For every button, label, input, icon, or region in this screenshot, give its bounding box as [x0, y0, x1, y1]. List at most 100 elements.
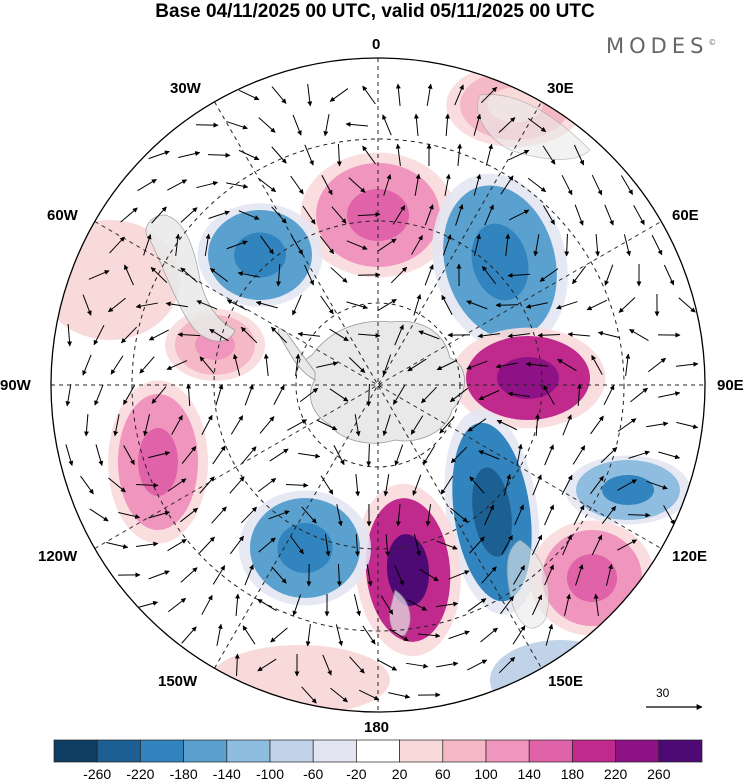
wind-arrow	[532, 474, 542, 496]
wind-arrow	[290, 175, 304, 195]
wind-arrow	[473, 233, 481, 256]
colorbar-swatch	[356, 739, 400, 763]
wind-arrow	[238, 210, 260, 220]
wind-arrow	[442, 234, 452, 256]
wind-arrow	[366, 443, 372, 467]
wind-arrow	[322, 654, 332, 676]
new-zealand	[389, 589, 411, 637]
wind-arrow	[484, 504, 494, 526]
wind-arrow	[186, 383, 192, 407]
wind-arrow	[196, 180, 219, 189]
anomaly-core-neg-110E	[602, 475, 654, 505]
wind-arrow	[65, 384, 72, 407]
wind-arrow	[508, 209, 530, 221]
wind-arrow	[301, 506, 317, 524]
wind-arrow	[663, 264, 675, 286]
wind-arrow	[109, 236, 125, 254]
wind-arrow	[257, 598, 277, 612]
wind-arrow	[124, 264, 134, 286]
colorbar-swatch	[226, 739, 271, 763]
wind-arrow	[316, 361, 339, 368]
wind-arrow	[407, 599, 428, 611]
wind-arrow	[276, 263, 282, 287]
wind-arrow	[258, 117, 276, 133]
wind-arrow	[630, 387, 648, 403]
landmass	[145, 94, 591, 637]
brand-logo: MODES©	[606, 34, 717, 58]
wind-arrow	[537, 332, 561, 338]
south-america	[145, 214, 236, 342]
wind-arrow	[204, 233, 211, 256]
wind-arrow	[167, 179, 188, 191]
wind-arrow	[676, 361, 699, 367]
wind-arrow	[137, 178, 157, 192]
wind-arrow	[436, 359, 458, 371]
wind-arrow	[319, 236, 335, 255]
wind-arrow	[257, 658, 277, 672]
wind-arrow	[241, 446, 257, 464]
lon-label-60e: 60E	[672, 207, 699, 224]
wind-arrow	[255, 300, 278, 309]
lon-label-150e: 150E	[548, 673, 584, 690]
meridian	[94, 221, 662, 549]
wind-arrow	[171, 414, 183, 435]
wind-arrow	[329, 388, 349, 402]
wind-arrow	[335, 624, 343, 647]
wind-arrow	[507, 272, 531, 278]
colorbar-tick-label: -100	[255, 766, 285, 782]
lon-label-90w: 90W	[0, 377, 31, 394]
anomaly-core-pos-110W	[138, 428, 178, 496]
wind-arrow	[593, 593, 599, 616]
wind-arrow	[226, 299, 248, 311]
wind-arrow	[362, 85, 376, 105]
wind-arrow	[241, 506, 257, 524]
wind-arrow	[617, 479, 638, 491]
wind-arrow	[382, 354, 392, 376]
wind-arrow	[238, 89, 260, 101]
antarctica	[302, 320, 465, 444]
wind-arrow	[542, 145, 556, 165]
colorbar-swatch	[269, 739, 314, 763]
wind-arrow	[295, 353, 301, 376]
wind-arrow	[513, 565, 525, 585]
wind-arrow	[263, 353, 269, 376]
wind-arrow	[440, 475, 454, 495]
lon-label-60w: 60W	[47, 207, 78, 224]
wind-arrow	[357, 212, 381, 218]
colorbar-tick-label: -60	[303, 766, 324, 782]
wind-arrow	[237, 271, 260, 278]
wind-arrow	[67, 323, 73, 347]
wind-arrow	[123, 385, 135, 405]
wind-arrow	[108, 477, 126, 493]
meridian	[214, 101, 542, 669]
wind-arrow	[93, 324, 105, 346]
wind-arrow	[543, 205, 555, 225]
latitude-circle	[131, 138, 625, 632]
wind-arrow	[500, 595, 514, 615]
wind-arrow	[388, 692, 411, 699]
colorbar-tick-label: -180	[169, 766, 198, 782]
wind-arrow	[498, 117, 516, 133]
wind-arrow	[412, 474, 422, 496]
wind-arrow	[455, 204, 464, 226]
lon-label-30w: 30W	[170, 80, 201, 97]
colorbar-tick-label: 220	[603, 766, 628, 782]
wind-arrow	[209, 267, 229, 283]
wind-arrow	[230, 535, 244, 555]
wind-arrow	[357, 333, 381, 339]
colorbar-swatch	[183, 739, 228, 763]
wind-arrow	[336, 504, 343, 527]
wind-arrow	[457, 143, 463, 166]
wind-arrow	[216, 623, 223, 646]
wind-arrow	[572, 265, 586, 285]
wind-arrow	[353, 594, 361, 617]
colorbar-tick-label: 100	[474, 766, 498, 782]
wind-arrow	[271, 86, 287, 104]
wind-arrow	[229, 476, 245, 494]
wind-arrow	[240, 326, 258, 344]
colorbar-swatch	[442, 739, 487, 763]
wind-arrow	[390, 266, 408, 284]
wind-arrow	[466, 300, 488, 310]
wind-arrow	[136, 541, 159, 548]
wind-arrow	[466, 659, 488, 671]
